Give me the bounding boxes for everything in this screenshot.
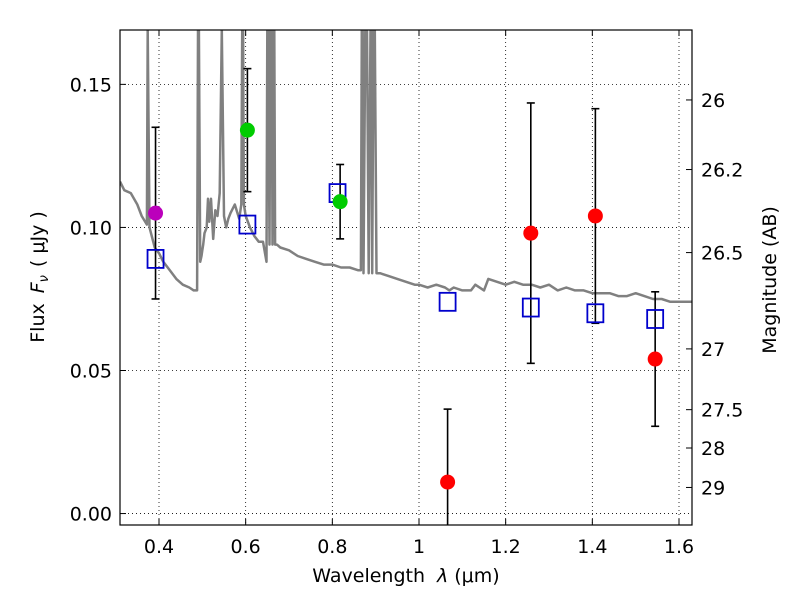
y-tick-label: 0.05 [70, 360, 112, 382]
observed-flux-point [148, 205, 164, 221]
x-tick-label: 1.6 [664, 536, 694, 558]
x-tick-label: 1.4 [577, 536, 607, 558]
y-axis-label-symbol: F [27, 281, 49, 293]
y-tick-label: 0.10 [70, 217, 112, 239]
model-photometry-square [438, 291, 457, 312]
y2-tick-label: 27 [701, 339, 725, 361]
model-spectrum-line [120, 30, 692, 304]
model-photometry-square [586, 303, 605, 324]
observed-flux-point [647, 351, 663, 367]
observed-flux-point [440, 474, 456, 490]
x-axis-label-text: Wavelength [312, 565, 425, 587]
plot-frame [119, 29, 693, 526]
y2-tick-label: 28 [701, 438, 725, 460]
x-tick-label: 1.2 [491, 536, 521, 558]
model-photometry-square [646, 309, 665, 329]
observed-flux-point [332, 194, 348, 210]
y-axis-label-subscript: ν [37, 275, 52, 282]
observed-flux-point [587, 208, 603, 224]
x-axis-label-unit: (μm) [454, 565, 499, 587]
grid-lines [120, 30, 692, 525]
observed-flux-point [523, 225, 539, 241]
x-tick-label: 0.4 [144, 536, 174, 558]
model-photometry-square [146, 249, 165, 269]
model-photometry-square [521, 297, 540, 318]
model-photometry-square [238, 214, 257, 235]
y-axis-label-unit: ( μJy ) [27, 211, 49, 267]
y2-tick-label: 29 [701, 477, 725, 499]
y-tick-label: 0.00 [70, 504, 112, 526]
x-axis-label-symbol: λ [436, 565, 448, 587]
x-axis-label: Wavelength λ (μm) [312, 565, 499, 587]
y2-tick-label: 26 [701, 90, 725, 112]
y-axis-label-text: Flux [27, 303, 49, 343]
y2-tick-label: 26.2 [701, 160, 743, 182]
x-tick-label: 0.8 [317, 536, 347, 558]
observed-flux-point [239, 122, 255, 138]
plot-area [120, 30, 692, 304]
y2-tick-label: 27.5 [701, 400, 743, 422]
y-axis-label: Flux Fν ( μJy ) [27, 211, 52, 343]
axis-ticks: 0.4 0.6 0.8 1 1.2 1.4 1.6 0.00 0.05 0.10 0.15 26 26.… [70, 30, 743, 558]
y2-tick-label: 26.5 [701, 243, 743, 265]
x-tick-label: 1 [413, 536, 425, 558]
data-points [146, 67, 665, 525]
x-tick-label: 0.6 [231, 536, 261, 558]
y2-axis-label: Magnitude (AB) [759, 206, 781, 354]
y-tick-label: 0.15 [70, 74, 112, 96]
